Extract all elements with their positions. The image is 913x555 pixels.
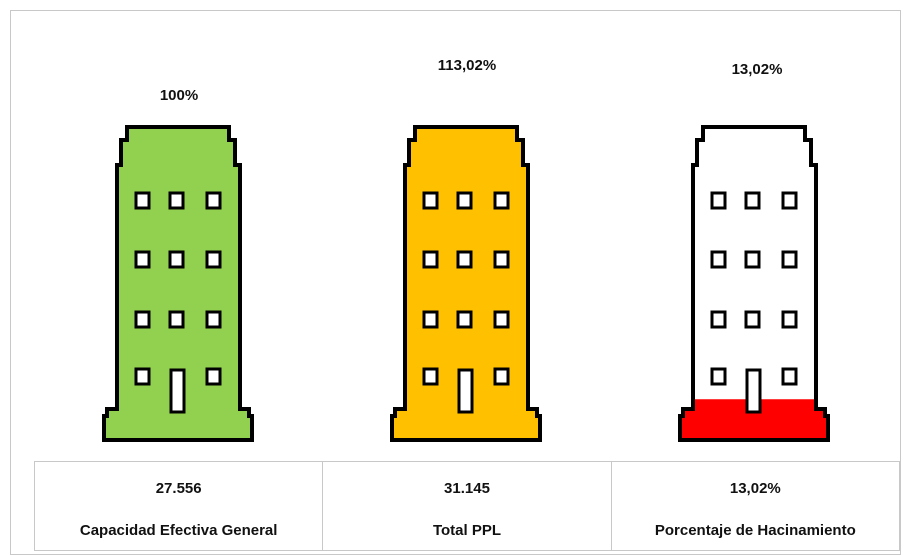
window-icon xyxy=(456,250,473,269)
building-outline xyxy=(678,125,830,442)
category-label-total-ppl: Total PPL xyxy=(432,522,502,539)
window-icon xyxy=(168,191,185,210)
window-icon xyxy=(456,310,473,329)
category-label-hacinamiento: Porcentaje de Hacinamiento xyxy=(654,522,856,539)
value-hacinamiento: 13,02% xyxy=(729,480,781,497)
door-icon xyxy=(457,368,474,414)
window-icon xyxy=(205,310,222,329)
building-outline xyxy=(390,125,542,442)
window-icon xyxy=(168,310,185,329)
window-icon xyxy=(422,250,439,269)
window-icon xyxy=(710,367,727,386)
window-icon xyxy=(744,191,761,210)
window-icon xyxy=(205,250,222,269)
building-outline xyxy=(102,125,254,442)
window-icon xyxy=(781,310,798,329)
window-icon xyxy=(493,310,510,329)
window-icon xyxy=(168,250,185,269)
window-icon xyxy=(134,310,151,329)
window-icon xyxy=(456,191,473,210)
window-icon xyxy=(134,191,151,210)
table-cell-hacinamiento: 13,02% Porcentaje de Hacinamiento xyxy=(612,462,899,550)
window-icon xyxy=(205,367,222,386)
window-icon xyxy=(205,191,222,210)
percent-label-capacidad: 100% xyxy=(159,87,199,104)
window-icon xyxy=(781,191,798,210)
window-icon xyxy=(422,191,439,210)
table-cell-total-ppl: 31.145 Total PPL xyxy=(323,462,612,550)
door-icon xyxy=(169,368,186,414)
value-total-ppl: 31.145 xyxy=(444,480,490,497)
table-cell-capacidad: 27.556 Capacidad Efectiva General xyxy=(35,462,324,550)
window-icon xyxy=(744,250,761,269)
window-icon xyxy=(422,367,439,386)
building-total-ppl xyxy=(390,125,542,442)
window-icon xyxy=(493,367,510,386)
category-label-capacidad: Capacidad Efectiva General xyxy=(79,522,278,539)
window-icon xyxy=(493,191,510,210)
window-icon xyxy=(493,250,510,269)
door-icon xyxy=(745,368,762,414)
values-table: 27.556 Capacidad Efectiva General 31.145… xyxy=(34,461,900,551)
building-capacidad xyxy=(102,125,254,442)
window-icon xyxy=(422,310,439,329)
window-icon xyxy=(781,367,798,386)
window-icon xyxy=(744,310,761,329)
percent-label-hacinamiento: 13,02% xyxy=(731,61,783,78)
value-capacidad: 27.556 xyxy=(155,480,202,497)
building-hacinamiento xyxy=(678,125,830,442)
percent-label-total-ppl: 113,02% xyxy=(437,57,497,74)
window-icon xyxy=(134,367,151,386)
window-icon xyxy=(710,310,727,329)
window-icon xyxy=(710,250,727,269)
window-icon xyxy=(710,191,727,210)
window-icon xyxy=(134,250,151,269)
window-icon xyxy=(781,250,798,269)
